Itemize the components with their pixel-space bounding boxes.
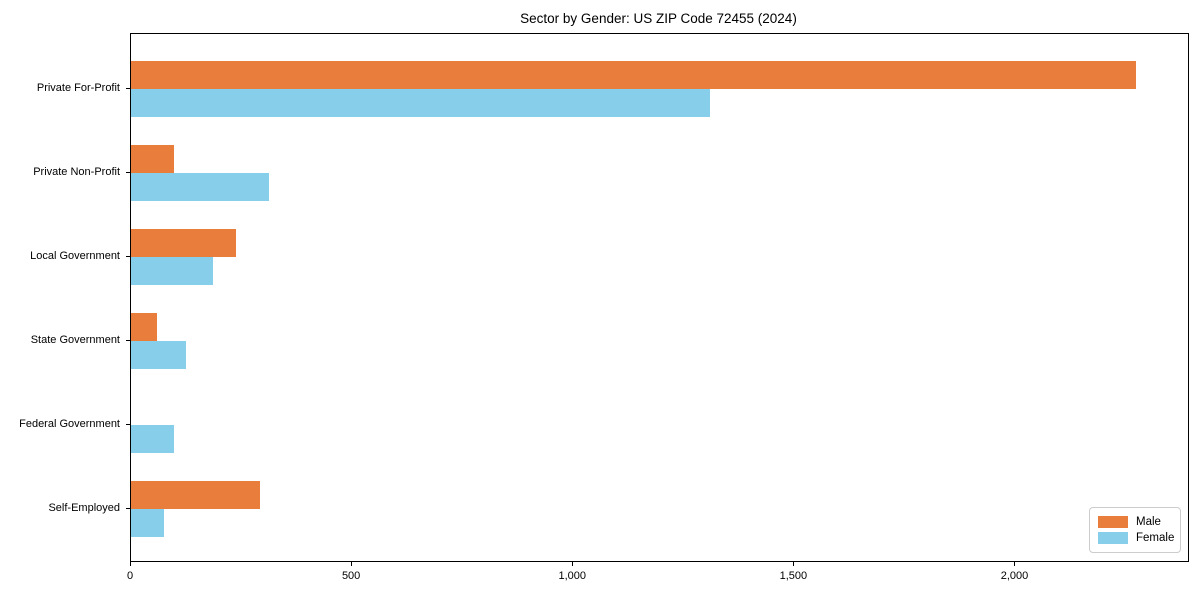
x-tick-mark [350,562,352,566]
y-tick-mark [126,172,130,173]
legend-label-male: Male [1136,516,1161,528]
bar-male-local-government [131,229,236,257]
bar-female-local-government [131,257,213,285]
y-tick-mark [126,340,130,341]
y-tick-label-state-government: State Government [30,334,120,346]
bar-female-federal-government [131,425,174,453]
x-tick-label-1-000: 1,000 [558,570,587,582]
legend-swatch-male [1098,516,1128,528]
legend: Male Female [1089,507,1181,553]
y-tick-mark [126,88,130,89]
legend-item-female: Female [1098,530,1175,546]
x-tick-mark [571,562,573,566]
y-tick-mark [126,424,130,425]
x-tick-label-0: 0 [126,570,134,582]
y-tick-mark [126,508,130,509]
bar-male-state-government [131,313,158,341]
y-tick-label-private-for-profit: Private For-Profit [36,82,120,94]
x-tick-mark [129,562,131,566]
x-tick-label-2-000: 2,000 [1000,570,1029,582]
bar-female-state-government [131,341,186,369]
chart-title: Sector by Gender: US ZIP Code 72455 (202… [520,11,797,26]
y-tick-label-private-non-profit: Private Non-Profit [33,166,120,178]
bar-female-private-for-profit [131,89,711,117]
x-tick-mark [1014,562,1016,566]
bar-male-private-non-profit [131,145,174,173]
y-tick-label-federal-government: Federal Government [19,418,120,430]
legend-item-male: Male [1098,514,1172,530]
bar-female-self-employed [131,509,165,537]
x-tick-label-1-500: 1,500 [779,570,808,582]
y-tick-label-local-government: Local Government [30,250,120,262]
legend-label-female: Female [1136,532,1175,544]
x-tick-label-500: 500 [341,570,361,582]
bar-male-private-for-profit [131,61,1136,89]
plot-area [130,33,1189,562]
legend-swatch-female [1098,532,1128,544]
y-tick-label-self-employed: Self-Employed [48,502,120,514]
x-tick-mark [792,562,794,566]
y-tick-mark [126,256,130,257]
bar-male-self-employed [131,481,261,509]
bar-female-private-non-profit [131,173,270,201]
